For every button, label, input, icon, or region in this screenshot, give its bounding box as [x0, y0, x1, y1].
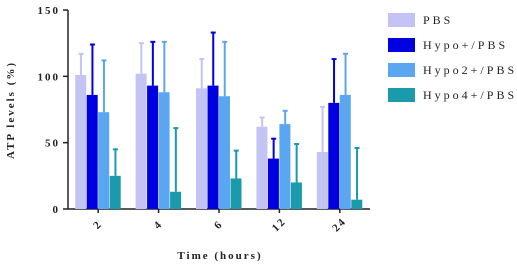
y-tick-label: 100: [38, 71, 61, 83]
bar: [86, 94, 98, 209]
bar: [109, 175, 121, 209]
bar: [279, 124, 291, 209]
bar: [230, 178, 242, 209]
x-tick-label: 6: [212, 218, 226, 232]
bar: [196, 88, 207, 209]
legend-swatch: [388, 88, 415, 102]
y-tick-label: 50: [45, 138, 60, 150]
bar: [351, 199, 363, 209]
legend-swatch: [388, 13, 415, 27]
legend-swatch: [388, 38, 415, 52]
x-axis-title: Time (hours): [177, 250, 262, 262]
x-tick-label: 2: [91, 218, 105, 232]
bar: [316, 151, 328, 209]
bar: [219, 96, 230, 209]
bar: [135, 73, 147, 210]
x-tick-label: 4: [152, 218, 166, 232]
bar: [339, 94, 351, 209]
legend-swatch: [388, 63, 415, 77]
bar: [170, 191, 182, 209]
bar: [328, 102, 340, 209]
bar: [256, 126, 268, 209]
bar: [98, 112, 110, 209]
bar: [290, 182, 302, 209]
bar: [207, 85, 219, 209]
legend-label: Hypo+/PBS: [423, 38, 508, 52]
bar: [147, 85, 159, 209]
y-tick-label: 0: [53, 204, 61, 216]
y-tick-label: 150: [38, 5, 61, 17]
legend-label: PBS: [423, 13, 453, 27]
bar: [267, 158, 279, 209]
legend-label: Hypo2+/PBS: [423, 63, 517, 77]
x-tick-label: 24: [330, 215, 349, 234]
bar: [158, 92, 170, 209]
bar: [75, 75, 87, 209]
x-tick-label: 12: [270, 215, 289, 234]
legend-label: Hypo4+/PBS: [423, 88, 517, 102]
y-axis-title: ATP levels (%): [5, 61, 17, 159]
